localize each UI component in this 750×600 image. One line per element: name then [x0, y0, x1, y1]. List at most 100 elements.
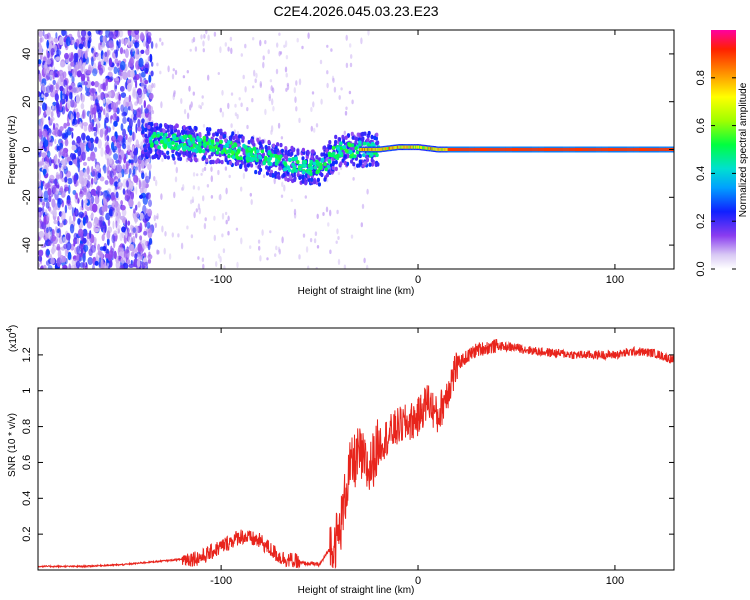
heat-cell [296, 37, 299, 43]
heat-cell [322, 212, 325, 216]
heat-cell [124, 38, 128, 45]
heat-cell [189, 129, 193, 134]
heat-cell [44, 61, 48, 69]
heat-cell [63, 243, 68, 250]
heat-cell [77, 228, 84, 237]
heat-cell [205, 158, 209, 163]
heat-cell [193, 157, 197, 162]
heat-cell [240, 53, 243, 57]
snr-y-label: SNR (10 * v/v) [7, 413, 18, 477]
heat-cell [192, 172, 196, 177]
heat-cell [201, 168, 205, 173]
snr-x-label: Height of straight line (km) [298, 585, 415, 596]
heat-cell [291, 157, 295, 162]
heat-cell [531, 147, 533, 152]
heat-cell [182, 75, 186, 79]
heat-cell [630, 147, 632, 152]
heat-cell [319, 59, 323, 65]
heat-cell [135, 247, 138, 253]
heat-cell [276, 42, 279, 48]
heat-cell [217, 253, 221, 259]
heat-cell [603, 147, 605, 152]
heat-cell [69, 99, 75, 108]
heat-cell [457, 147, 459, 152]
heat-cell [108, 57, 113, 67]
heat-cell [422, 146, 424, 150]
heat-cell [133, 154, 138, 164]
heat-cell [147, 124, 151, 130]
heat-cell [188, 125, 192, 131]
heat-cell [362, 147, 365, 152]
x-tick-label: 100 [606, 274, 624, 286]
heat-cell [532, 147, 534, 152]
heat-cell [228, 174, 231, 179]
heat-cell [486, 147, 488, 152]
heat-cell [395, 145, 397, 150]
heat-cell [94, 260, 99, 266]
heat-cell [40, 36, 44, 43]
heat-cell [127, 36, 130, 46]
heat-cell [556, 147, 558, 152]
heat-cell [402, 145, 404, 149]
heat-cell [139, 235, 143, 241]
heat-cell [207, 74, 210, 81]
heat-cell [372, 147, 374, 152]
heat-cell [264, 40, 267, 45]
heat-cell [146, 227, 152, 234]
heat-cell [49, 209, 54, 214]
heat-cell [99, 216, 105, 224]
heat-cell [244, 43, 247, 49]
heat-cell [127, 30, 132, 37]
heat-cell [85, 79, 92, 89]
heat-cell [549, 147, 551, 152]
heat-cell [478, 147, 480, 152]
heat-cell [502, 147, 504, 152]
heat-cell [326, 82, 329, 89]
heat-cell [113, 120, 118, 127]
heat-cell [111, 234, 116, 244]
heat-cell [614, 147, 617, 152]
spectrogram-heatmap [38, 30, 674, 269]
heat-cell [99, 176, 105, 182]
colorbar: 0.0 0.2 0.4 0.6 0.8 Normalized spectral ampl… [695, 30, 749, 277]
heat-cell [243, 163, 247, 169]
heat-cell [342, 139, 346, 144]
heat-cell [376, 147, 378, 152]
heat-cell [106, 238, 110, 246]
heat-cell [211, 147, 216, 152]
heat-cell [217, 72, 220, 75]
heat-cell [226, 160, 230, 165]
heat-cell [118, 181, 121, 187]
heat-cell [117, 99, 121, 105]
heat-cell [496, 147, 498, 152]
heat-cell [444, 147, 446, 152]
heat-cell [151, 61, 154, 67]
heat-cell [301, 45, 304, 50]
heat-cell [147, 37, 151, 45]
heat-cell [571, 147, 573, 152]
heat-cell [338, 95, 341, 100]
heat-cell [109, 177, 114, 185]
heat-cell [164, 231, 167, 237]
heat-cell [239, 164, 243, 170]
heat-cell [331, 165, 335, 170]
heat-cell [129, 57, 134, 68]
heat-cell [75, 192, 78, 200]
heat-cell [127, 235, 133, 244]
heat-cell [186, 225, 189, 230]
heat-cell [202, 138, 206, 143]
heat-cell [130, 103, 133, 112]
heat-cell [148, 139, 153, 144]
heat-cell [160, 101, 163, 109]
heat-cell [366, 147, 368, 152]
heat-cell [624, 147, 626, 152]
heat-cell [280, 194, 284, 198]
heat-cell [72, 118, 78, 125]
heat-cell [113, 153, 119, 161]
heat-cell [81, 36, 86, 41]
heat-cell [358, 140, 362, 145]
heat-cell [313, 179, 317, 185]
heat-cell [84, 50, 88, 60]
heat-cell [97, 243, 101, 251]
heat-cell [572, 147, 574, 152]
